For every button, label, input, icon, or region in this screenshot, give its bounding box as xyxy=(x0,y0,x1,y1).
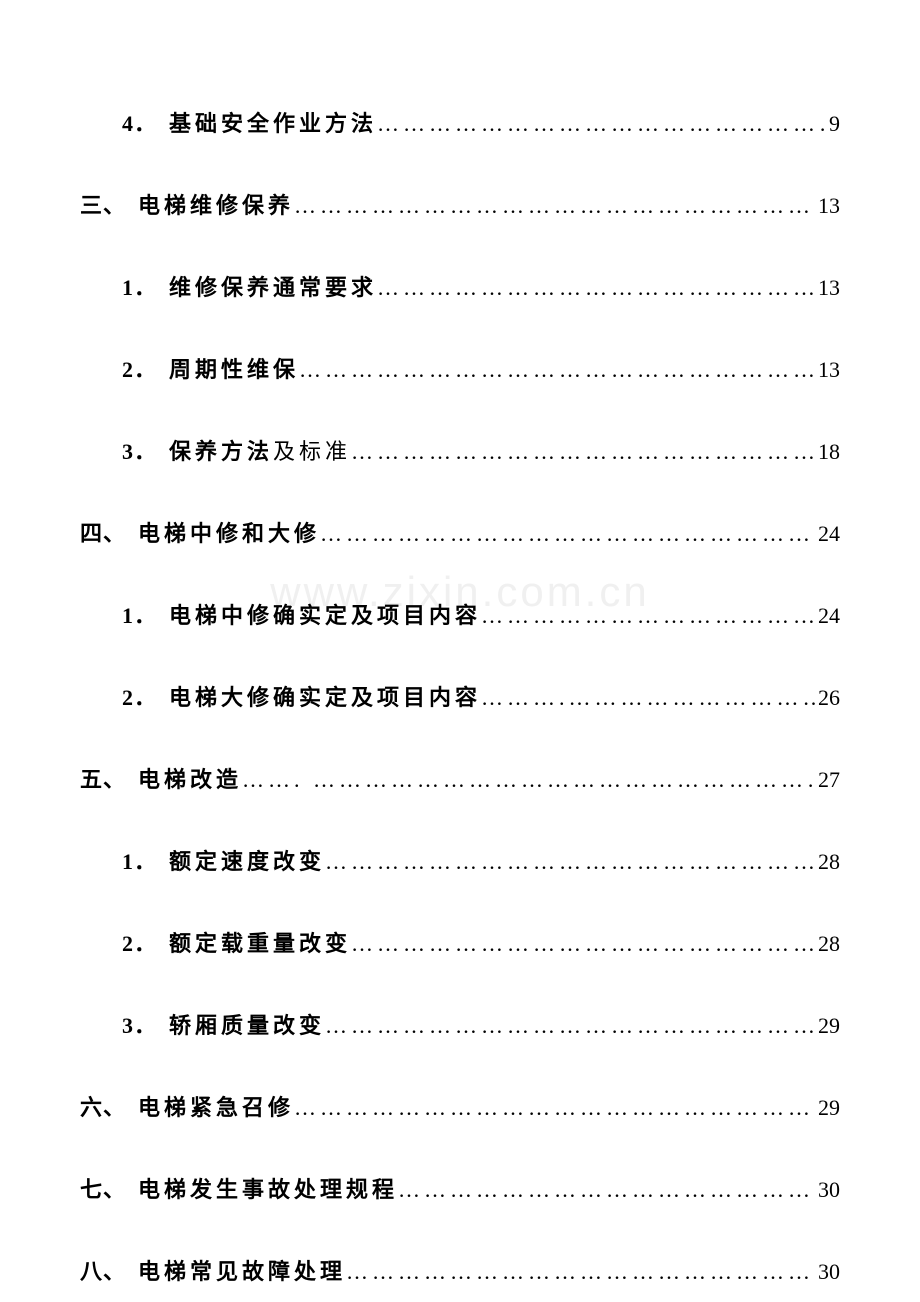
toc-entry: 4． 基础安全作业方法 ………………………………………………… 9 xyxy=(80,108,840,140)
toc-marker: 2． xyxy=(122,357,157,382)
document-page: www.zixin.com.cn 4．基础安全作业方法 ………………………………… xyxy=(0,0,920,1302)
toc-marker: 3． xyxy=(122,439,157,464)
toc-page-number: 28 xyxy=(816,846,840,878)
toc-entry: 2． 电梯大修确实定及项目内容 ……….…………………………… 26 xyxy=(80,682,840,714)
toc-entry: 八、电梯常见故障处理 …………………………………………………… 30 xyxy=(80,1256,840,1288)
toc-label: 2． 周期性维保 xyxy=(122,354,299,386)
toc-label: 八、电梯常见故障处理 xyxy=(80,1256,346,1288)
toc-marker: 三、 xyxy=(80,193,126,218)
toc-title: 电梯常见故障处理 xyxy=(138,1259,346,1284)
toc-page-number: 13 xyxy=(816,272,840,304)
toc-title: 基础安全作业方法 xyxy=(169,111,377,136)
toc-page-number: 29 xyxy=(816,1092,840,1124)
toc-leader: ………………………………………………… xyxy=(351,928,840,960)
toc-title: 电梯紧急召修 xyxy=(138,1095,294,1120)
toc-label: 3． 保养方法及标准 xyxy=(122,436,351,468)
toc-entry: 六、电梯紧急召修 ………………………………………………………… 29 xyxy=(80,1092,840,1124)
toc-leader: ………………………………………………… xyxy=(377,108,840,140)
toc-page-number: 9 xyxy=(827,108,840,140)
toc-leader: ………………………………………………………… xyxy=(294,190,840,222)
toc-entry: 1． 额定速度改变 …………………………………………………… 28 xyxy=(80,846,840,878)
toc-page-number: 29 xyxy=(816,1010,840,1042)
toc-title: 电梯中修确实定及项目内容 xyxy=(169,603,481,628)
toc-page-number: 30 xyxy=(816,1256,840,1288)
toc-entry: 七、电梯发生事故处理规程 ………………………………………………… 30 xyxy=(80,1174,840,1206)
toc-leader: ……. ……………………………………………………… xyxy=(242,764,840,796)
toc-label: 1． 维修保养通常要求 xyxy=(122,272,377,304)
toc-page-number: 27 xyxy=(816,764,840,796)
toc-page-number: 24 xyxy=(816,600,840,632)
toc-label: 六、电梯紧急召修 xyxy=(80,1092,294,1124)
toc-label: 五、电梯改造 xyxy=(80,764,242,796)
toc-marker: 1． xyxy=(122,849,157,874)
toc-label: 2． 电梯大修确实定及项目内容 xyxy=(122,682,481,714)
toc-entry: 2． 额定载重量改变 ………………………………………………… 28 xyxy=(80,928,840,960)
toc-marker: 2． xyxy=(122,931,157,956)
toc-entry: 五、电梯改造 ……. ……………………………………………………… 27 xyxy=(80,764,840,796)
toc-entry: 1． 电梯中修确实定及项目内容 …………………………………… 24 xyxy=(80,600,840,632)
toc-entry: 2． 周期性维保 ……………………………………………………… 13 xyxy=(80,354,840,386)
toc-title: 电梯发生事故处理规程 xyxy=(138,1177,398,1202)
toc-page-number: 30 xyxy=(816,1174,840,1206)
toc-label: 3． 轿厢质量改变 xyxy=(122,1010,325,1042)
toc-entry: 1． 维修保养通常要求 ………………………………………………… 13 xyxy=(80,272,840,304)
toc-title: 额定速度改变 xyxy=(169,849,325,874)
toc-title: 周期性维保 xyxy=(169,357,299,382)
toc-marker: 六、 xyxy=(80,1095,126,1120)
toc-title-extra: 及标准 xyxy=(273,439,351,464)
toc-leader: …………………………………………………….….. xyxy=(351,436,840,468)
toc-entry: 四、电梯中修和大修 ……………………………………………………… 24 xyxy=(80,518,840,550)
toc-entry: 3． 保养方法及标准 …………………………………………………….….. 18 xyxy=(80,436,840,468)
toc-marker: 1． xyxy=(122,275,157,300)
toc-leader: ………………………………………………… xyxy=(377,272,840,304)
toc-label: 四、电梯中修和大修 xyxy=(80,518,320,550)
toc-title: 保养方法 xyxy=(169,439,273,464)
toc-title: 额定载重量改变 xyxy=(169,931,351,956)
toc-page-number: 24 xyxy=(816,518,840,550)
toc-leader: ……………………………………………………… xyxy=(320,518,840,550)
toc-title: 电梯大修确实定及项目内容 xyxy=(169,685,481,710)
toc-page-number: 28 xyxy=(816,928,840,960)
toc-marker: 4． xyxy=(122,111,157,136)
toc-title: 电梯维修保养 xyxy=(138,193,294,218)
toc-leader: …………………………………………………… xyxy=(325,1010,840,1042)
toc-label: 三、电梯维修保养 xyxy=(80,190,294,222)
toc-marker: 1． xyxy=(122,603,157,628)
toc-marker: 五、 xyxy=(80,767,126,792)
toc-leader: …………………………………………………… xyxy=(346,1256,840,1288)
toc-leader: ……………………………………………………… xyxy=(299,354,840,386)
toc-page-number: 13 xyxy=(816,354,840,386)
toc-entry: 3． 轿厢质量改变 …………………………………………………… 29 xyxy=(80,1010,840,1042)
toc-leader: …………………………………… xyxy=(481,600,840,632)
toc-leader: ……….…………………………… xyxy=(481,682,840,714)
toc-entry: 三、电梯维修保养 ………………………………………………………… 13 xyxy=(80,190,840,222)
toc-page-number: 18 xyxy=(816,436,840,468)
toc-label: 1． 电梯中修确实定及项目内容 xyxy=(122,600,481,632)
toc-label: 1． 额定速度改变 xyxy=(122,846,325,878)
toc-leader: ………………………………………………… xyxy=(398,1174,840,1206)
toc-marker: 2． xyxy=(122,685,157,710)
toc-title: 电梯改造 xyxy=(138,767,242,792)
toc-label: 七、电梯发生事故处理规程 xyxy=(80,1174,398,1206)
toc-label: 4． 基础安全作业方法 xyxy=(122,108,377,140)
toc-title: 轿厢质量改变 xyxy=(169,1013,325,1038)
toc-marker: 七、 xyxy=(80,1177,126,1202)
toc-marker: 四、 xyxy=(80,521,126,546)
toc-leader: …………………………………………………… xyxy=(325,846,840,878)
toc-marker: 八、 xyxy=(80,1259,126,1284)
toc-label: 2． 额定载重量改变 xyxy=(122,928,351,960)
toc-title: 维修保养通常要求 xyxy=(169,275,377,300)
toc-title: 电梯中修和大修 xyxy=(138,521,320,546)
toc-page-number: 26 xyxy=(816,682,840,714)
toc-leader: ………………………………………………………… xyxy=(294,1092,840,1124)
toc-page-number: 13 xyxy=(816,190,840,222)
table-of-contents: 4． 基础安全作业方法 ………………………………………………… 9 三、电梯维修保… xyxy=(80,108,840,1288)
toc-marker: 3． xyxy=(122,1013,157,1038)
